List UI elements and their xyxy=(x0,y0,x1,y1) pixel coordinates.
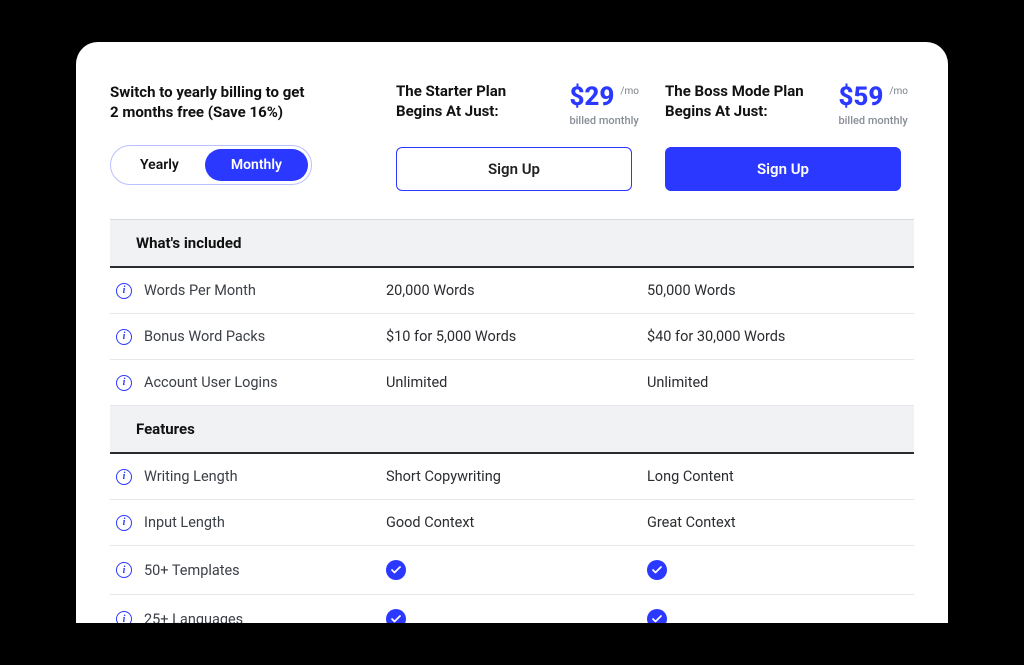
promo-line1: Switch to yearly billing to get xyxy=(110,83,304,101)
row-value: Long Content xyxy=(647,468,908,485)
row-label-cell: i 50+ Templates xyxy=(116,562,386,579)
plan-boss-title-l2: Begins At Just: xyxy=(665,102,768,120)
info-icon[interactable]: i xyxy=(116,515,132,531)
plan-boss-head: The Boss Mode Plan Begins At Just: $59 /… xyxy=(665,82,908,127)
comparison-table: What's included i Words Per Month 20,000 Wo… xyxy=(110,219,914,623)
promo-text: Switch to yearly billing to get 2 months… xyxy=(110,82,376,123)
row-value: Great Context xyxy=(647,514,908,531)
plan-boss-title: The Boss Mode Plan Begins At Just: xyxy=(665,82,804,121)
row-label-cell: i Account User Logins xyxy=(116,374,386,391)
row-value: 20,000 Words xyxy=(386,282,647,299)
table-row: i Words Per Month 20,000 Words50,000 Words xyxy=(110,268,914,314)
plan-starter: The Starter Plan Begins At Just: $29 /mo… xyxy=(396,82,645,191)
plan-boss: The Boss Mode Plan Begins At Just: $59 /… xyxy=(665,82,914,191)
row-label: Account User Logins xyxy=(144,374,278,391)
plan-starter-per: /mo xyxy=(620,86,639,97)
row-value xyxy=(386,560,647,580)
promo-column: Switch to yearly billing to get 2 months… xyxy=(110,82,376,185)
plan-boss-per: /mo xyxy=(889,86,908,97)
plan-boss-billed: billed monthly xyxy=(838,114,908,127)
plan-boss-price-box: $59 /mo billed monthly xyxy=(838,82,908,127)
check-icon xyxy=(647,609,667,623)
signup-starter-button[interactable]: Sign Up xyxy=(396,147,632,191)
table-row: i 25+ Languages xyxy=(110,595,914,623)
table-row: i Bonus Word Packs $10 for 5,000 Words$40 … xyxy=(110,314,914,360)
promo-line2: 2 months free (Save 16%) xyxy=(110,103,283,121)
row-value: Unlimited xyxy=(386,374,647,391)
signup-boss-button[interactable]: Sign Up xyxy=(665,147,901,191)
row-value: $10 for 5,000 Words xyxy=(386,328,647,345)
row-label-cell: i Words Per Month xyxy=(116,282,386,299)
plan-boss-price: $59 xyxy=(838,82,883,112)
row-label-cell: i 25+ Languages xyxy=(116,611,386,624)
table-row: i 50+ Templates xyxy=(110,546,914,595)
row-label: Bonus Word Packs xyxy=(144,328,265,345)
billing-toggle[interactable]: Yearly Monthly xyxy=(110,145,312,185)
info-icon[interactable]: i xyxy=(116,329,132,345)
plan-starter-billed: billed monthly xyxy=(569,114,639,127)
row-value xyxy=(386,609,647,623)
check-icon xyxy=(386,560,406,580)
info-icon[interactable]: i xyxy=(116,562,132,578)
plan-boss-title-l1: The Boss Mode Plan xyxy=(665,82,804,100)
section-header: What's included xyxy=(110,220,914,268)
toggle-monthly[interactable]: Monthly xyxy=(205,149,308,181)
row-value xyxy=(647,609,908,623)
check-icon xyxy=(647,560,667,580)
plan-starter-title: The Starter Plan Begins At Just: xyxy=(396,82,506,121)
row-label-cell: i Writing Length xyxy=(116,468,386,485)
info-icon[interactable]: i xyxy=(116,283,132,299)
plan-starter-title-l2: Begins At Just: xyxy=(396,102,499,120)
row-value: Good Context xyxy=(386,514,647,531)
section-header: Features xyxy=(110,406,914,454)
table-row: i Input Length Good ContextGreat Context xyxy=(110,500,914,546)
row-value: Unlimited xyxy=(647,374,908,391)
plan-starter-price-box: $29 /mo billed monthly xyxy=(569,82,639,127)
info-icon[interactable]: i xyxy=(116,611,132,623)
row-label: Words Per Month xyxy=(144,282,256,299)
row-value: Short Copywriting xyxy=(386,468,647,485)
row-label-cell: i Bonus Word Packs xyxy=(116,328,386,345)
plan-starter-head: The Starter Plan Begins At Just: $29 /mo… xyxy=(396,82,639,127)
row-label: 25+ Languages xyxy=(144,611,243,624)
pricing-header: Switch to yearly billing to get 2 months… xyxy=(110,82,914,191)
plan-starter-title-l1: The Starter Plan xyxy=(396,82,506,100)
pricing-card: Switch to yearly billing to get 2 months… xyxy=(76,42,948,623)
row-value: 50,000 Words xyxy=(647,282,908,299)
check-icon xyxy=(386,609,406,623)
table-row: i Account User Logins UnlimitedUnlimited xyxy=(110,360,914,406)
row-label-cell: i Input Length xyxy=(116,514,386,531)
plan-starter-price: $29 xyxy=(569,82,614,112)
toggle-yearly[interactable]: Yearly xyxy=(114,149,205,181)
row-label: Input Length xyxy=(144,514,225,531)
row-label: 50+ Templates xyxy=(144,562,240,579)
row-value xyxy=(647,560,908,580)
info-icon[interactable]: i xyxy=(116,375,132,391)
row-value: $40 for 30,000 Words xyxy=(647,328,908,345)
row-label: Writing Length xyxy=(144,468,238,485)
info-icon[interactable]: i xyxy=(116,469,132,485)
table-row: i Writing Length Short CopywritingLong Con… xyxy=(110,454,914,500)
